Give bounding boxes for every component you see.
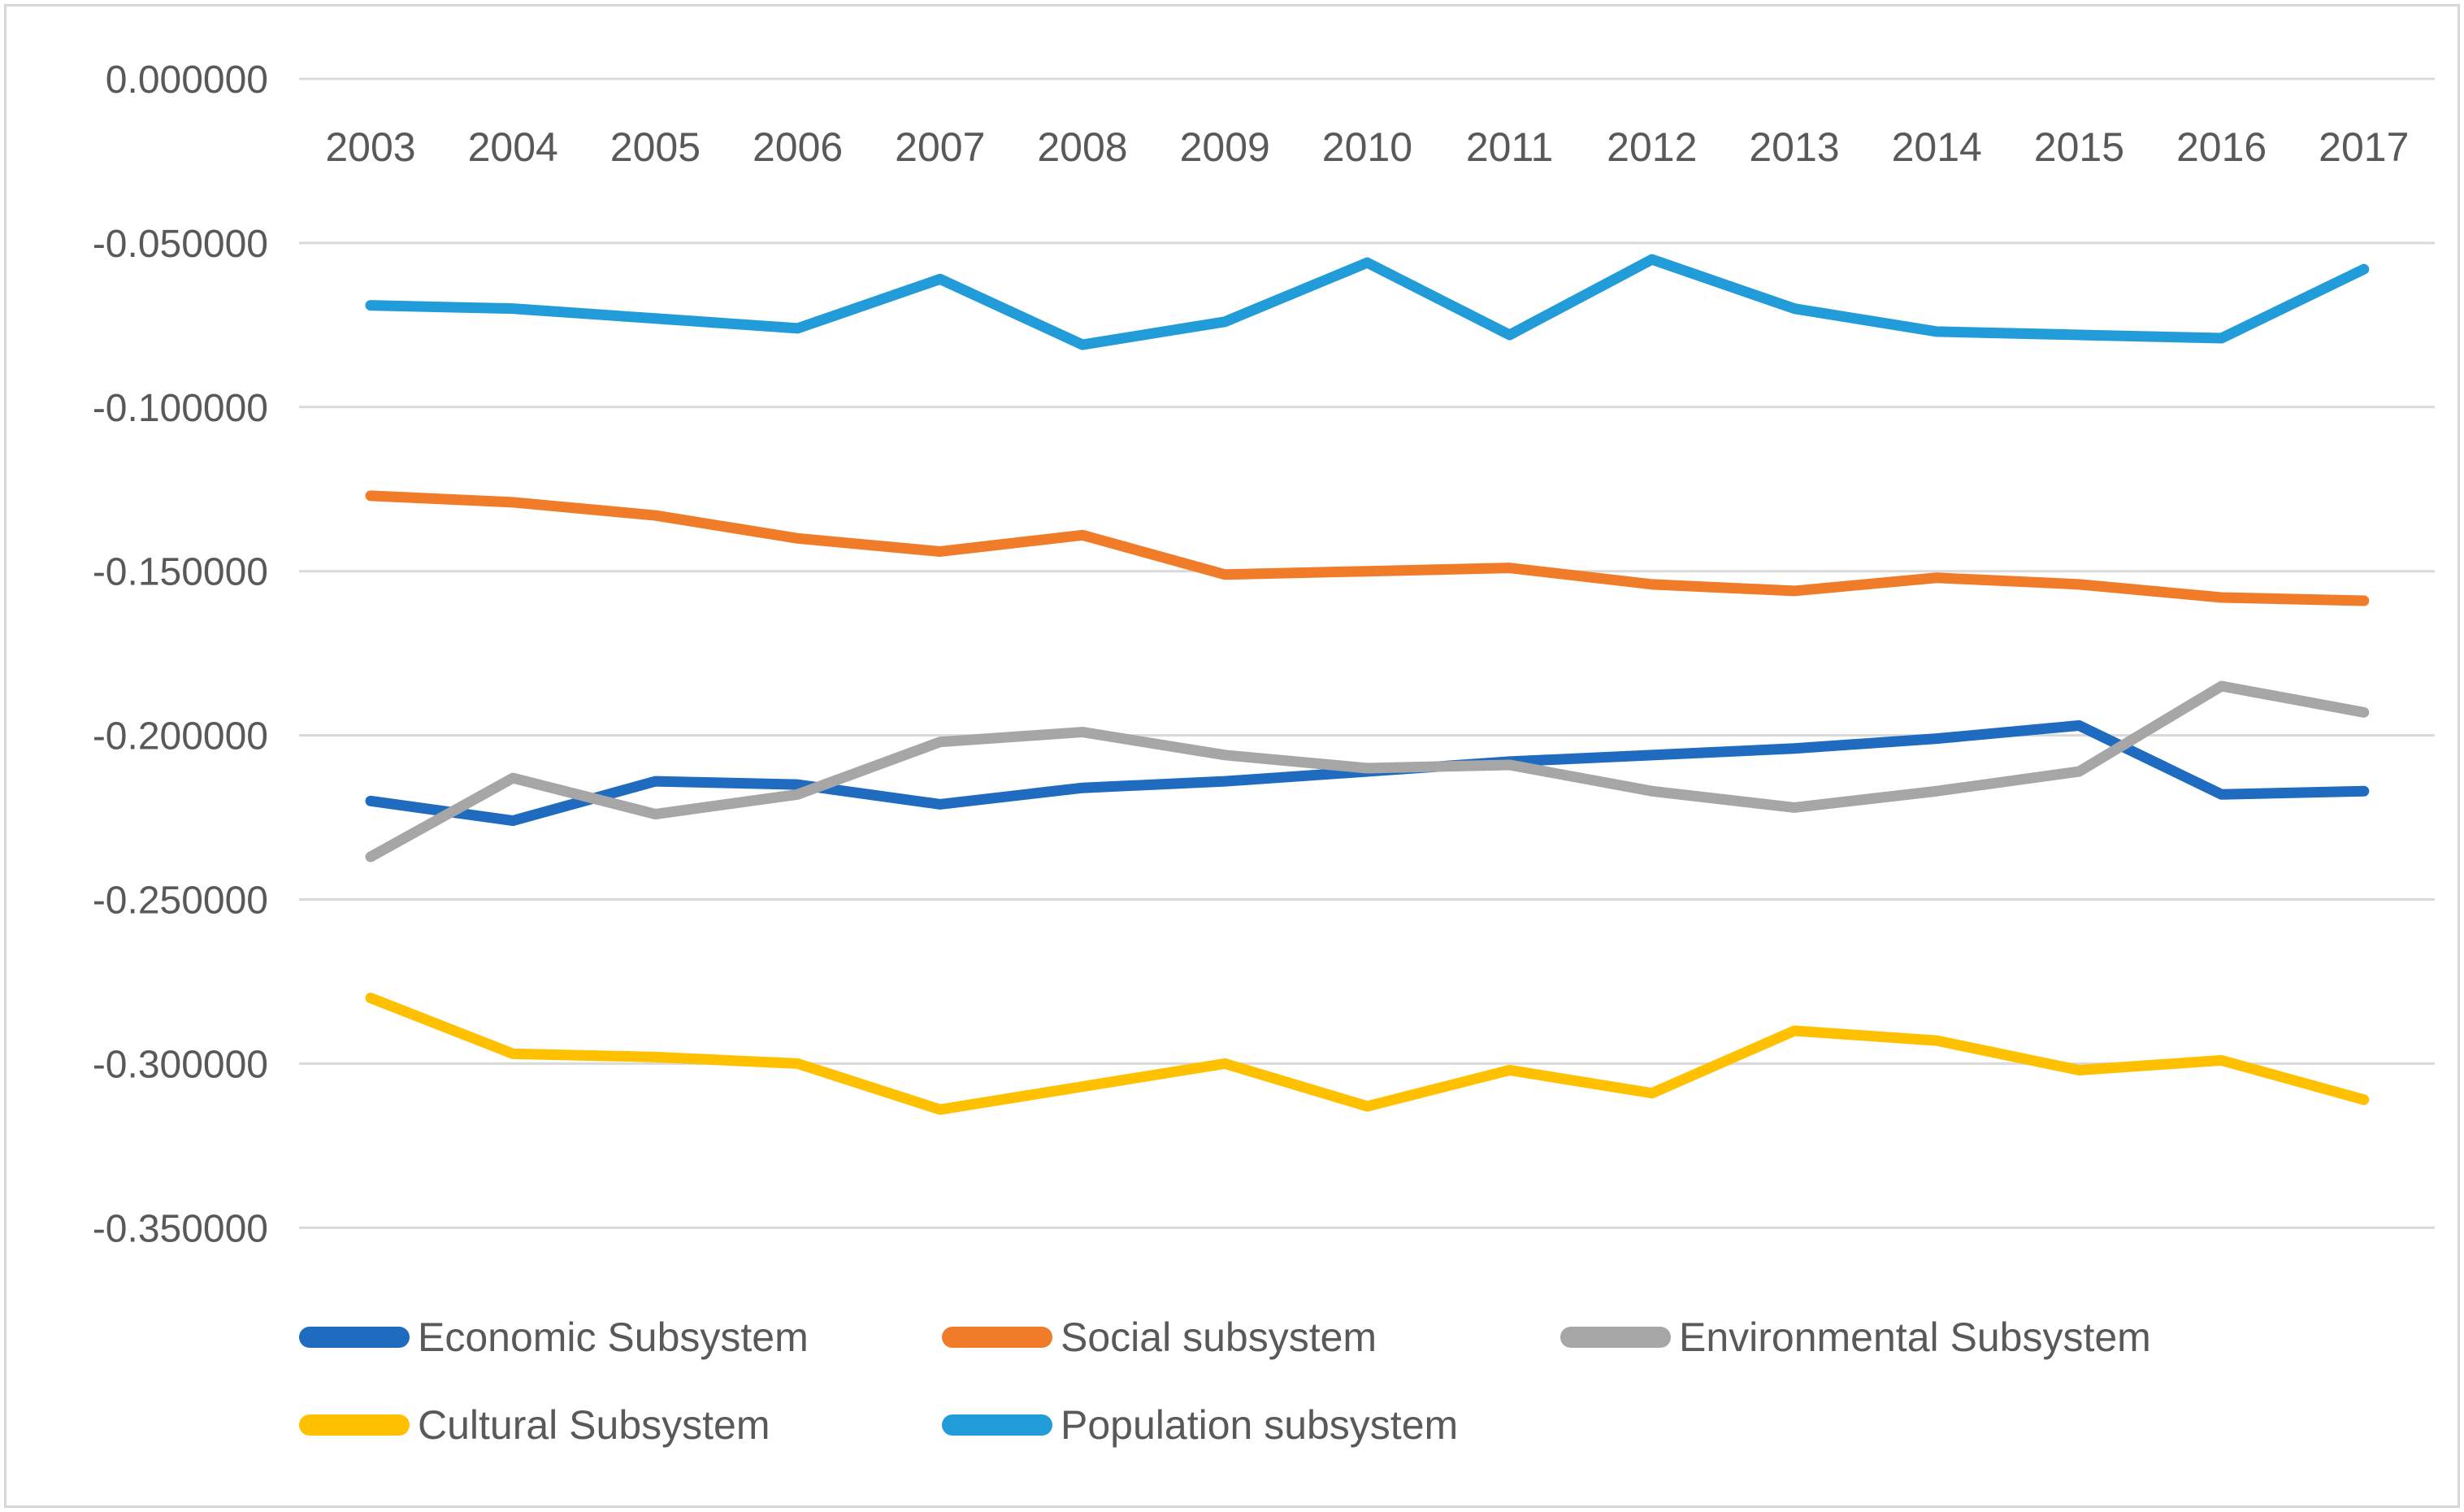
legend-label-economic: Economic Subsystem [418, 1314, 809, 1360]
series-line-population-subsystem [365, 254, 2370, 350]
legend-item-cultural-subsystem: Cultural Subsystem [299, 1399, 770, 1451]
x-tick-label: 2004 [468, 124, 558, 170]
legend-label-environmental: Environmental Subsystem [1679, 1314, 2151, 1360]
y-tick-label: -0.250000 [93, 880, 268, 923]
x-tick-label: 2013 [1749, 124, 1839, 170]
legend-item-population-subsystem: Population subsystem [942, 1399, 1458, 1451]
x-tick-label: 2003 [325, 124, 415, 170]
y-tick-label: 0.000000 [106, 59, 268, 102]
y-tick-label: -0.300000 [93, 1043, 268, 1086]
x-tick-label: 2017 [2319, 124, 2409, 170]
legend-swatch-economic-icon [299, 1327, 410, 1348]
y-tick-label: -0.100000 [93, 387, 268, 430]
x-tick-label: 2011 [1466, 124, 1554, 170]
legend-swatch-population-icon [942, 1414, 1052, 1436]
x-tick-label: 2014 [1892, 124, 1982, 170]
legend-swatch-social-icon [942, 1327, 1052, 1348]
y-tick-label: -0.150000 [93, 551, 268, 594]
x-tick-label: 2006 [753, 124, 843, 170]
legend-label-population: Population subsystem [1061, 1402, 1459, 1448]
x-tick-label: 2012 [1607, 124, 1697, 170]
legend-item-environmental-subsystem: Environmental Subsystem [1560, 1311, 2151, 1363]
legend-item-social-subsystem: Social subsystem [942, 1311, 1377, 1363]
x-tick-label: 2010 [1322, 124, 1412, 170]
legend-swatch-environmental-icon [1560, 1327, 1671, 1348]
series-line-cultural-subsystem [365, 993, 2370, 1115]
y-tick-label: -0.350000 [93, 1207, 268, 1250]
x-tick-label: 2015 [2034, 124, 2124, 170]
x-tick-label: 2008 [1037, 124, 1127, 170]
x-tick-label: 2009 [1180, 124, 1270, 170]
legend-swatch-cultural-icon [299, 1414, 410, 1436]
x-tick-label: 2007 [895, 124, 985, 170]
series-line-social-subsystem [365, 490, 2370, 606]
legend-label-social: Social subsystem [1061, 1314, 1377, 1360]
x-tick-label: 2005 [610, 124, 701, 170]
legend-item-economic-subsystem: Economic Subsystem [299, 1311, 809, 1363]
y-tick-label: -0.050000 [93, 223, 268, 266]
y-tick-label: -0.200000 [93, 715, 268, 758]
legend-label-cultural: Cultural Subsystem [418, 1402, 770, 1448]
series-line-environmental-subsystem [365, 680, 2370, 862]
x-tick-label: 2016 [2176, 124, 2267, 170]
